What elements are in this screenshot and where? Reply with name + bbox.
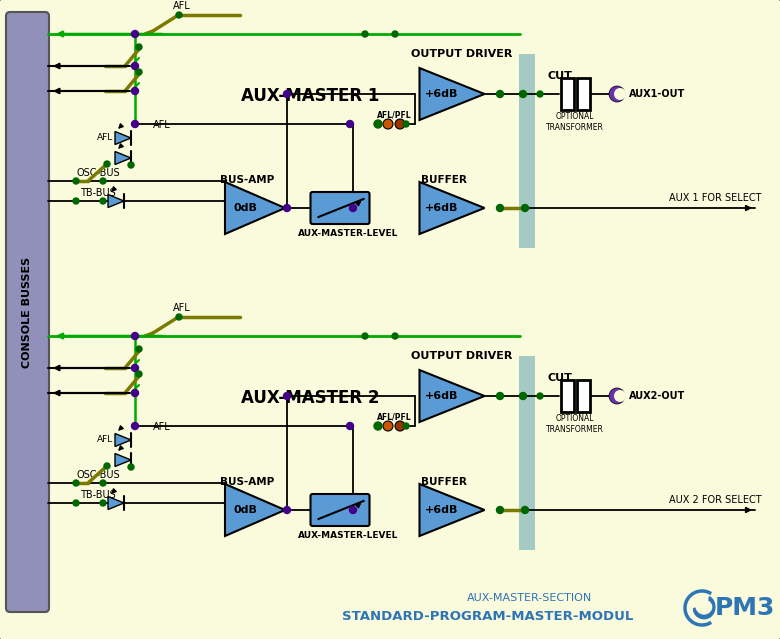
Polygon shape: [115, 151, 131, 164]
Circle shape: [362, 31, 368, 37]
Text: BUFFER: BUFFER: [421, 477, 467, 487]
Circle shape: [537, 91, 543, 97]
Circle shape: [73, 198, 79, 204]
Text: +6dB: +6dB: [424, 89, 458, 99]
Text: OPTIONAL
TRANSFORMER: OPTIONAL TRANSFORMER: [546, 112, 604, 132]
Text: +6dB: +6dB: [424, 203, 458, 213]
Circle shape: [283, 507, 290, 514]
Circle shape: [383, 421, 393, 431]
Text: AFL: AFL: [97, 436, 113, 445]
Text: OPTIONAL
TRANSFORMER: OPTIONAL TRANSFORMER: [546, 414, 604, 434]
Circle shape: [132, 88, 139, 95]
Circle shape: [537, 393, 543, 399]
Circle shape: [100, 500, 106, 506]
Circle shape: [283, 204, 290, 212]
Polygon shape: [115, 454, 131, 466]
Circle shape: [403, 121, 409, 127]
Bar: [576, 380, 590, 412]
Circle shape: [519, 392, 526, 399]
Text: AFL/PFL: AFL/PFL: [377, 413, 411, 422]
Circle shape: [132, 31, 139, 38]
Circle shape: [349, 204, 356, 212]
Circle shape: [497, 392, 504, 399]
Text: AUX-MASTER-SECTION: AUX-MASTER-SECTION: [467, 593, 593, 603]
Circle shape: [136, 69, 142, 75]
Polygon shape: [225, 484, 285, 536]
Circle shape: [136, 371, 142, 377]
Circle shape: [73, 480, 79, 486]
Circle shape: [346, 422, 353, 429]
Circle shape: [128, 464, 134, 470]
Circle shape: [392, 333, 398, 339]
Circle shape: [176, 12, 182, 18]
Circle shape: [519, 91, 526, 98]
Text: +6dB: +6dB: [424, 391, 458, 401]
Text: AUX-MASTER 2: AUX-MASTER 2: [241, 389, 379, 407]
Polygon shape: [420, 68, 484, 120]
Circle shape: [374, 422, 382, 430]
Circle shape: [522, 507, 529, 514]
Circle shape: [100, 480, 106, 486]
Text: CONSOLE BUSSES: CONSOLE BUSSES: [23, 256, 33, 367]
Circle shape: [392, 31, 398, 37]
Circle shape: [614, 88, 626, 100]
Circle shape: [497, 507, 504, 514]
Circle shape: [176, 314, 182, 320]
Circle shape: [614, 390, 626, 402]
Text: TB-BUS: TB-BUS: [80, 188, 116, 198]
Bar: [576, 78, 590, 110]
Circle shape: [609, 388, 625, 404]
Circle shape: [497, 91, 504, 98]
Polygon shape: [420, 370, 484, 422]
Text: +6dB: +6dB: [424, 505, 458, 515]
Circle shape: [132, 63, 139, 70]
Circle shape: [395, 119, 405, 129]
Text: OSC-BUS: OSC-BUS: [76, 470, 120, 480]
Bar: [561, 380, 573, 412]
Circle shape: [132, 390, 139, 397]
Text: 0dB: 0dB: [233, 203, 257, 213]
Text: AUX1-OUT: AUX1-OUT: [629, 89, 686, 99]
Circle shape: [132, 422, 139, 429]
Polygon shape: [115, 132, 131, 144]
Bar: [519, 356, 535, 550]
Circle shape: [132, 364, 139, 371]
Text: AFL: AFL: [153, 120, 171, 130]
Text: AFL/PFL: AFL/PFL: [377, 111, 411, 119]
Text: AFL: AFL: [97, 134, 113, 142]
Circle shape: [346, 121, 353, 128]
Text: PM3: PM3: [714, 596, 775, 620]
Circle shape: [73, 500, 79, 506]
FancyBboxPatch shape: [6, 12, 49, 612]
Circle shape: [395, 421, 405, 431]
Circle shape: [374, 120, 382, 128]
Circle shape: [104, 463, 110, 469]
Polygon shape: [225, 182, 285, 234]
Text: AUX-MASTER 1: AUX-MASTER 1: [241, 87, 379, 105]
Text: BUS-AMP: BUS-AMP: [220, 477, 274, 487]
Circle shape: [349, 507, 356, 514]
Circle shape: [283, 392, 290, 399]
Circle shape: [362, 333, 368, 339]
FancyBboxPatch shape: [310, 494, 370, 526]
Polygon shape: [420, 182, 484, 234]
Text: BUS-AMP: BUS-AMP: [220, 175, 274, 185]
Circle shape: [283, 91, 290, 98]
Text: OUTPUT DRIVER: OUTPUT DRIVER: [411, 351, 512, 361]
FancyBboxPatch shape: [310, 192, 370, 224]
Text: 0dB: 0dB: [233, 505, 257, 515]
Text: OSC-BUS: OSC-BUS: [76, 168, 120, 178]
Text: STANDARD-PROGRAM-MASTER-MODUL: STANDARD-PROGRAM-MASTER-MODUL: [342, 610, 633, 624]
Text: AUX 2 FOR SELECT: AUX 2 FOR SELECT: [668, 495, 761, 505]
Polygon shape: [420, 484, 484, 536]
Text: BUFFER: BUFFER: [421, 175, 467, 185]
Circle shape: [100, 178, 106, 184]
Text: AUX2-OUT: AUX2-OUT: [629, 391, 686, 401]
Circle shape: [132, 332, 139, 339]
Polygon shape: [115, 433, 131, 447]
Circle shape: [104, 161, 110, 167]
Circle shape: [403, 423, 409, 429]
Text: CUT: CUT: [548, 71, 573, 81]
Circle shape: [609, 86, 625, 102]
